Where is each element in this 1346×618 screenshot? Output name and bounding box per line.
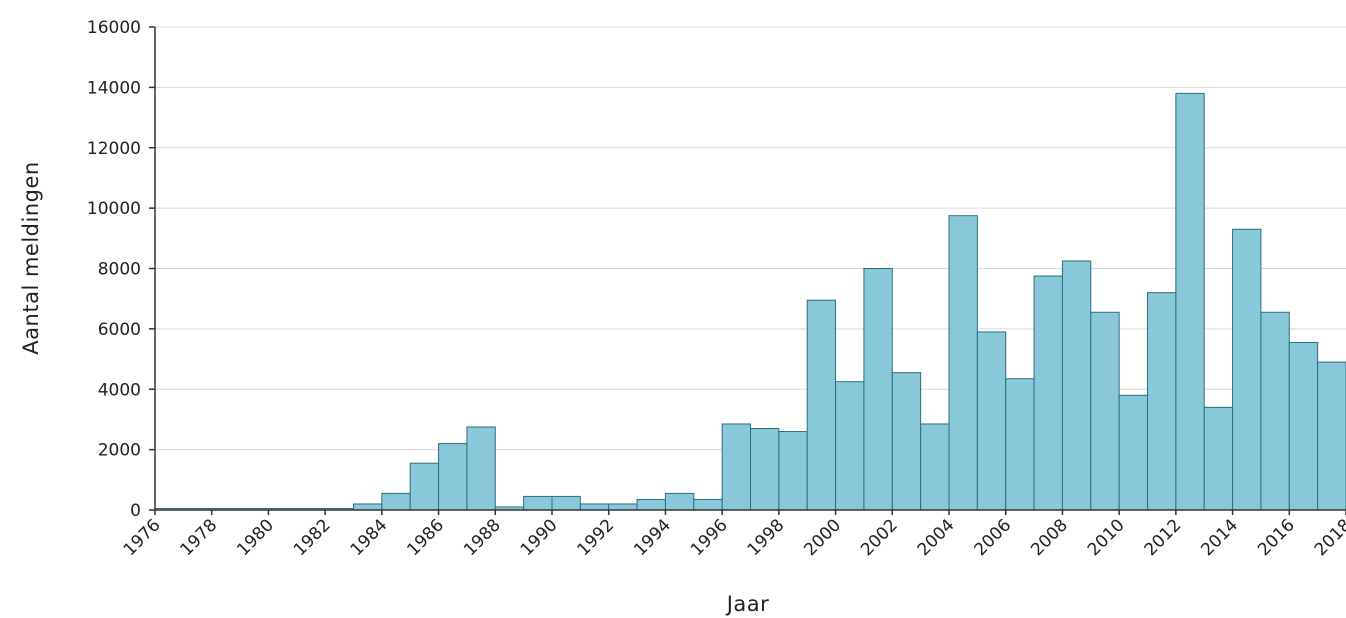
bar-1984: [381, 492, 411, 511]
x-tick-label: 1990: [517, 515, 562, 560]
bar-2017: [1317, 361, 1346, 511]
y-tick-label: 6000: [98, 320, 141, 340]
y-tick-label: 16000: [87, 18, 141, 38]
bar-1994: [664, 492, 695, 511]
bar-1997: [750, 427, 780, 511]
bar-2014: [1232, 228, 1262, 511]
x-tick-label: 1982: [290, 515, 335, 560]
x-tick-label: 2018: [1311, 515, 1346, 560]
bar-2003: [920, 423, 950, 511]
gridlines: [155, 26, 1346, 451]
bar-2015: [1260, 311, 1290, 511]
y-axis-title: Aantal meldingen: [19, 161, 43, 354]
x-tick-label: 1976: [120, 515, 165, 560]
x-tick-label: 2002: [857, 515, 902, 560]
axes: [149, 26, 1346, 515]
x-tick-label: 2012: [1141, 515, 1186, 560]
y-tick-label: 0: [130, 501, 141, 521]
y-tick-label: 14000: [87, 78, 141, 98]
bar-1998: [778, 431, 808, 511]
bar-2000: [835, 381, 865, 511]
bar-1992: [608, 503, 638, 511]
x-tick-label: 1984: [347, 515, 392, 560]
y-tick-label: 4000: [98, 380, 141, 400]
x-tick-label: 1980: [233, 515, 278, 560]
bar-2013: [1203, 406, 1234, 511]
bar-1986: [438, 443, 468, 511]
bar-1989: [523, 495, 553, 511]
x-tick-label: 2000: [800, 515, 845, 560]
y-tick-label: 8000: [98, 260, 141, 280]
bar-2008: [1061, 260, 1092, 511]
bar-2007: [1033, 275, 1063, 511]
x-tick-label: 1992: [574, 515, 619, 560]
x-tick-label: 2008: [1027, 515, 1072, 560]
y-tick-label: 12000: [87, 139, 141, 159]
bar-2005: [976, 331, 1007, 511]
bar-2004: [948, 215, 978, 511]
x-tick-label: 2006: [971, 515, 1016, 560]
x-tick-label: 1986: [403, 515, 448, 560]
bar-2001: [863, 268, 893, 511]
x-tick-label: 2010: [1084, 515, 1129, 560]
bar-1985: [409, 462, 440, 511]
bar-1996: [721, 423, 752, 511]
x-tick-label: 2004: [914, 515, 959, 560]
bar-2002: [891, 372, 922, 511]
bar-2011: [1147, 292, 1177, 511]
bar-2006: [1005, 378, 1035, 511]
bar-1990: [551, 495, 581, 511]
bar-2009: [1090, 311, 1120, 511]
y-tick-label: 10000: [87, 199, 141, 219]
x-tick-label: 1988: [460, 515, 505, 560]
bar-1995: [693, 498, 723, 511]
x-tick-label: 1994: [630, 515, 675, 560]
x-tick-label: 1978: [177, 515, 222, 560]
x-tick-labels: 1976 1978 1980 1982 1984 1986 1988 1990 1992 1994…: [120, 515, 1346, 560]
y-tick-label: 2000: [98, 441, 141, 461]
bar-2012: [1175, 92, 1205, 511]
bars: [154, 92, 1346, 511]
x-tick-label: 2016: [1254, 515, 1299, 560]
x-axis-title: Jaar: [725, 592, 770, 616]
y-tick-labels: 0 2000 4000 6000 8000 10000 12000 14000 16000: [87, 18, 141, 521]
x-tick-label: 2014: [1197, 515, 1242, 560]
bar-1983: [353, 503, 383, 511]
bar-1991: [579, 503, 610, 511]
bar-1987: [466, 426, 496, 511]
bar-2016: [1288, 341, 1319, 511]
bar-2010: [1118, 394, 1148, 511]
x-tick-label: 1998: [744, 515, 789, 560]
bar-1993: [636, 498, 666, 511]
bar-1999: [806, 299, 837, 511]
x-tick-label: 1996: [687, 515, 732, 560]
